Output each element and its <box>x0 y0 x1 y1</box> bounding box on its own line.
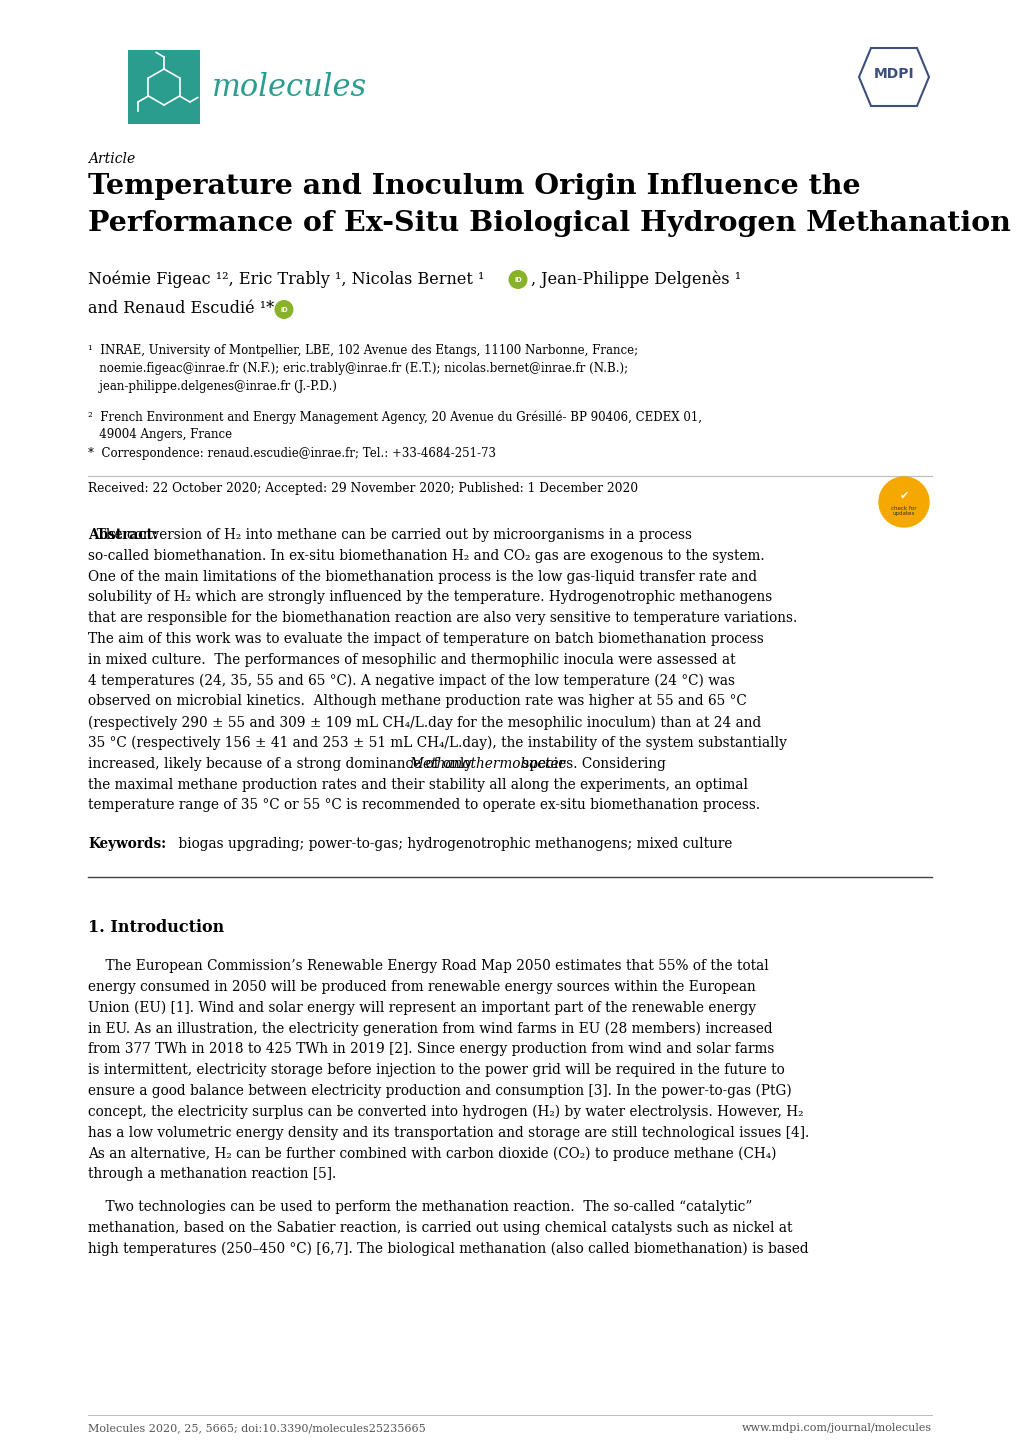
Text: solubility of H₂ which are strongly influenced by the temperature. Hydrogenotrop: solubility of H₂ which are strongly infl… <box>88 590 771 604</box>
Text: through a methanation reaction [5].: through a methanation reaction [5]. <box>88 1167 336 1181</box>
Text: 1. Introduction: 1. Introduction <box>88 919 224 936</box>
Text: Noémie Figeac ¹², Eric Trably ¹, Nicolas Bernet ¹: Noémie Figeac ¹², Eric Trably ¹, Nicolas… <box>88 270 484 287</box>
Text: species. Considering: species. Considering <box>518 757 665 771</box>
Text: Performance of Ex-Situ Biological Hydrogen Methanation: Performance of Ex-Situ Biological Hydrog… <box>88 211 1010 236</box>
Text: Methanothermobacter: Methanothermobacter <box>409 757 565 771</box>
Text: Union (EU) [1]. Wind and solar energy will represent an important part of the re: Union (EU) [1]. Wind and solar energy wi… <box>88 1001 755 1015</box>
Text: in EU. As an illustration, the electricity generation from wind farms in EU (28 : in EU. As an illustration, the electrici… <box>88 1021 771 1035</box>
Text: , Jean-Philippe Delgenès ¹: , Jean-Philippe Delgenès ¹ <box>531 270 741 287</box>
Text: 4 temperatures (24, 35, 55 and 65 °C). A negative impact of the low temperature : 4 temperatures (24, 35, 55 and 65 °C). A… <box>88 673 735 688</box>
Text: ²  French Environment and Energy Management Agency, 20 Avenue du Grésillé- BP 90: ² French Environment and Energy Manageme… <box>88 410 701 424</box>
Text: The conversion of H₂ into methane can be carried out by microorganisms in a proc: The conversion of H₂ into methane can be… <box>88 528 691 542</box>
Text: *  Correspondence: renaud.escudie@inrae.fr; Tel.: +33-4684-251-73: * Correspondence: renaud.escudie@inrae.f… <box>88 447 495 460</box>
Text: (respectively 290 ± 55 and 309 ± 109 mL CH₄/L.day for the mesophilic inoculum) t: (respectively 290 ± 55 and 309 ± 109 mL … <box>88 715 760 730</box>
Text: 49004 Angers, France: 49004 Angers, France <box>88 428 232 441</box>
Text: Received: 22 October 2020; Accepted: 29 November 2020; Published: 1 December 202: Received: 22 October 2020; Accepted: 29 … <box>88 482 638 495</box>
Text: As an alternative, H₂ can be further combined with carbon dioxide (CO₂) to produ: As an alternative, H₂ can be further com… <box>88 1146 775 1161</box>
Text: so-called biomethanation. In ex-situ biomethanation H₂ and CO₂ gas are exogenous: so-called biomethanation. In ex-situ bio… <box>88 549 764 562</box>
Text: MDPI: MDPI <box>873 66 913 81</box>
Text: has a low volumetric energy density and its transportation and storage are still: has a low volumetric energy density and … <box>88 1126 808 1139</box>
Text: high temperatures (250–450 °C) [6,7]. The biological methanation (also called bi: high temperatures (250–450 °C) [6,7]. Th… <box>88 1242 808 1256</box>
Text: increased, likely because of a strong dominance of only: increased, likely because of a strong do… <box>88 757 476 771</box>
Circle shape <box>275 301 292 319</box>
Text: 35 °C (respectively 156 ± 41 and 253 ± 51 mL CH₄/L.day), the instability of the : 35 °C (respectively 156 ± 41 and 253 ± 5… <box>88 735 786 750</box>
Text: ¹  INRAE, University of Montpellier, LBE, 102 Avenue des Etangs, 11100 Narbonne,: ¹ INRAE, University of Montpellier, LBE,… <box>88 345 638 358</box>
Circle shape <box>508 271 526 288</box>
Text: Molecules 2020, 25, 5665; doi:10.3390/molecules25235665: Molecules 2020, 25, 5665; doi:10.3390/mo… <box>88 1423 425 1433</box>
Text: in mixed culture.  The performances of mesophilic and thermophilic inocula were : in mixed culture. The performances of me… <box>88 653 735 666</box>
Bar <box>127 50 200 124</box>
Text: Abstract:: Abstract: <box>88 528 158 542</box>
Text: Keywords:: Keywords: <box>88 838 166 851</box>
Text: ✔: ✔ <box>899 490 908 500</box>
Text: temperature range of 35 °C or 55 °C is recommended to operate ex-situ biomethana: temperature range of 35 °C or 55 °C is r… <box>88 799 759 812</box>
Text: from 377 TWh in 2018 to 425 TWh in 2019 [2]. Since energy production from wind a: from 377 TWh in 2018 to 425 TWh in 2019 … <box>88 1043 773 1057</box>
Text: The aim of this work was to evaluate the impact of temperature on batch biometha: The aim of this work was to evaluate the… <box>88 632 763 646</box>
Text: The European Commission’s Renewable Energy Road Map 2050 estimates that 55% of t: The European Commission’s Renewable Ener… <box>88 959 768 973</box>
Text: concept, the electricity surplus can be converted into hydrogen (H₂) by water el: concept, the electricity surplus can be … <box>88 1105 803 1119</box>
Circle shape <box>878 477 928 526</box>
Text: check for
updates: check for updates <box>891 506 916 516</box>
Text: is intermittent, electricity storage before injection to the power grid will be : is intermittent, electricity storage bef… <box>88 1063 784 1077</box>
Text: the maximal methane production rates and their stability all along the experimen: the maximal methane production rates and… <box>88 777 747 792</box>
Text: noemie.figeac@inrae.fr (N.F.); eric.trably@inrae.fr (E.T.); nicolas.bernet@inrae: noemie.figeac@inrae.fr (N.F.); eric.trab… <box>88 362 628 375</box>
Text: One of the main limitations of the biomethanation process is the low gas-liquid : One of the main limitations of the biome… <box>88 570 756 584</box>
Text: methanation, based on the Sabatier reaction, is carried out using chemical catal: methanation, based on the Sabatier react… <box>88 1221 792 1234</box>
Text: energy consumed in 2050 will be produced from renewable energy sources within th: energy consumed in 2050 will be produced… <box>88 981 755 994</box>
Text: iD: iD <box>514 277 522 283</box>
Text: molecules: molecules <box>212 72 367 102</box>
Text: Article: Article <box>88 151 136 166</box>
Text: jean-philippe.delgenes@inrae.fr (J.-P.D.): jean-philippe.delgenes@inrae.fr (J.-P.D.… <box>88 381 336 394</box>
Text: ensure a good balance between electricity production and consumption [3]. In the: ensure a good balance between electricit… <box>88 1084 791 1099</box>
Text: www.mdpi.com/journal/molecules: www.mdpi.com/journal/molecules <box>741 1423 931 1433</box>
Text: that are responsible for the biomethanation reaction are also very sensitive to : that are responsible for the biomethanat… <box>88 611 797 626</box>
Text: iD: iD <box>280 307 287 313</box>
Text: biogas upgrading; power-to-gas; hydrogenotrophic methanogens; mixed culture: biogas upgrading; power-to-gas; hydrogen… <box>174 838 733 851</box>
Text: Two technologies can be used to perform the methanation reaction.  The so-called: Two technologies can be used to perform … <box>88 1200 752 1214</box>
Text: Temperature and Inoculum Origin Influence the: Temperature and Inoculum Origin Influenc… <box>88 173 860 200</box>
Text: observed on microbial kinetics.  Although methane production rate was higher at : observed on microbial kinetics. Although… <box>88 695 746 708</box>
Text: and Renaud Escudié ¹*: and Renaud Escudié ¹* <box>88 300 274 317</box>
